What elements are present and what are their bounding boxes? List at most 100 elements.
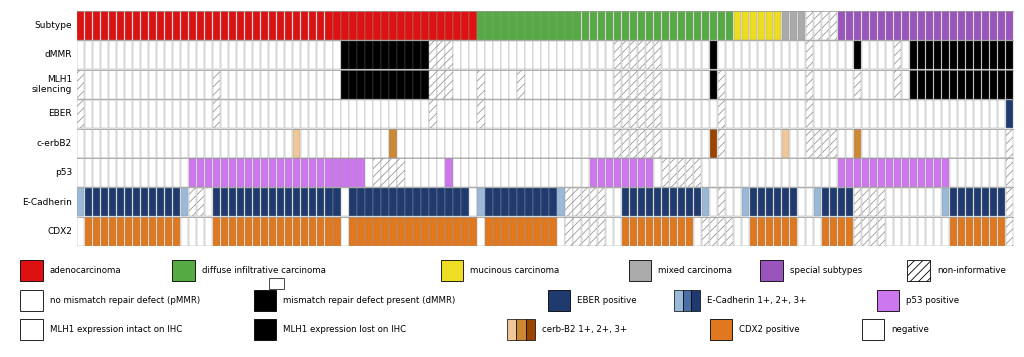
Bar [590, 100, 597, 128]
Bar [726, 70, 733, 99]
Bar [421, 159, 429, 187]
Bar [525, 159, 532, 187]
Bar [429, 11, 436, 40]
Bar [141, 70, 148, 99]
Bar [645, 129, 653, 157]
Bar [278, 100, 285, 128]
Bar [141, 100, 148, 128]
Bar [261, 159, 268, 187]
Bar [894, 70, 901, 99]
Bar [205, 159, 212, 187]
Bar [838, 188, 845, 216]
Bar [213, 41, 220, 69]
Bar [781, 41, 788, 69]
Bar [525, 319, 536, 340]
Bar [445, 217, 453, 246]
Bar [509, 100, 517, 128]
Bar [542, 100, 549, 128]
Bar [598, 70, 605, 99]
Bar [750, 159, 757, 187]
Bar [181, 159, 188, 187]
Bar [918, 11, 925, 40]
Bar [189, 41, 197, 69]
Bar [718, 159, 725, 187]
Bar [101, 129, 109, 157]
Bar [565, 188, 572, 216]
Bar [406, 159, 413, 187]
Text: no mismatch repair defect (pMMR): no mismatch repair defect (pMMR) [50, 296, 200, 305]
Bar [907, 260, 930, 281]
Bar [197, 70, 205, 99]
Text: c-erbB2: c-erbB2 [37, 139, 72, 148]
Bar [821, 188, 829, 216]
Bar [101, 159, 109, 187]
Bar [862, 100, 869, 128]
Bar [381, 11, 388, 40]
Text: MLH1
silencing: MLH1 silencing [32, 75, 72, 94]
Bar [77, 41, 84, 69]
Bar [101, 100, 109, 128]
Bar [150, 217, 157, 246]
Bar [165, 129, 172, 157]
Bar [918, 159, 925, 187]
Bar [366, 129, 373, 157]
Bar [293, 159, 300, 187]
Bar [269, 188, 276, 216]
Bar [381, 159, 388, 187]
Bar [502, 159, 509, 187]
Bar [309, 188, 316, 216]
Bar [157, 129, 164, 157]
Bar [109, 70, 117, 99]
Bar [477, 188, 484, 216]
Bar [534, 100, 541, 128]
Bar [317, 129, 325, 157]
Bar [494, 11, 501, 40]
Bar [197, 41, 205, 69]
Bar [172, 260, 195, 281]
Bar [590, 217, 597, 246]
Bar [670, 11, 677, 40]
Bar [806, 70, 813, 99]
Bar [758, 41, 765, 69]
Bar [990, 70, 997, 99]
Bar [750, 11, 757, 40]
Bar [798, 217, 805, 246]
Bar [926, 70, 933, 99]
Bar [878, 11, 885, 40]
Bar [846, 100, 853, 128]
Bar [181, 100, 188, 128]
Bar [238, 217, 245, 246]
Bar [829, 100, 837, 128]
Bar [125, 11, 132, 40]
Bar [710, 41, 717, 69]
Bar [918, 188, 925, 216]
Bar [670, 129, 677, 157]
Bar [197, 217, 205, 246]
Bar [326, 100, 333, 128]
Bar [477, 70, 484, 99]
Bar [213, 70, 220, 99]
Bar [733, 11, 741, 40]
Bar [854, 159, 861, 187]
Bar [133, 100, 140, 128]
Bar [957, 100, 966, 128]
Bar [469, 41, 476, 69]
Bar [454, 159, 461, 187]
Bar [357, 100, 365, 128]
Bar [894, 100, 901, 128]
Bar [20, 290, 43, 311]
Bar [125, 70, 132, 99]
Bar [454, 217, 461, 246]
Bar [565, 11, 572, 40]
Bar [950, 11, 957, 40]
Bar [229, 188, 237, 216]
Text: mucinous carcinoma: mucinous carcinoma [470, 266, 560, 275]
Bar [357, 217, 365, 246]
Bar [910, 217, 918, 246]
Bar [886, 41, 893, 69]
Bar [278, 159, 285, 187]
Bar [829, 41, 837, 69]
Bar [117, 41, 124, 69]
Bar [990, 188, 997, 216]
Bar [902, 70, 909, 99]
